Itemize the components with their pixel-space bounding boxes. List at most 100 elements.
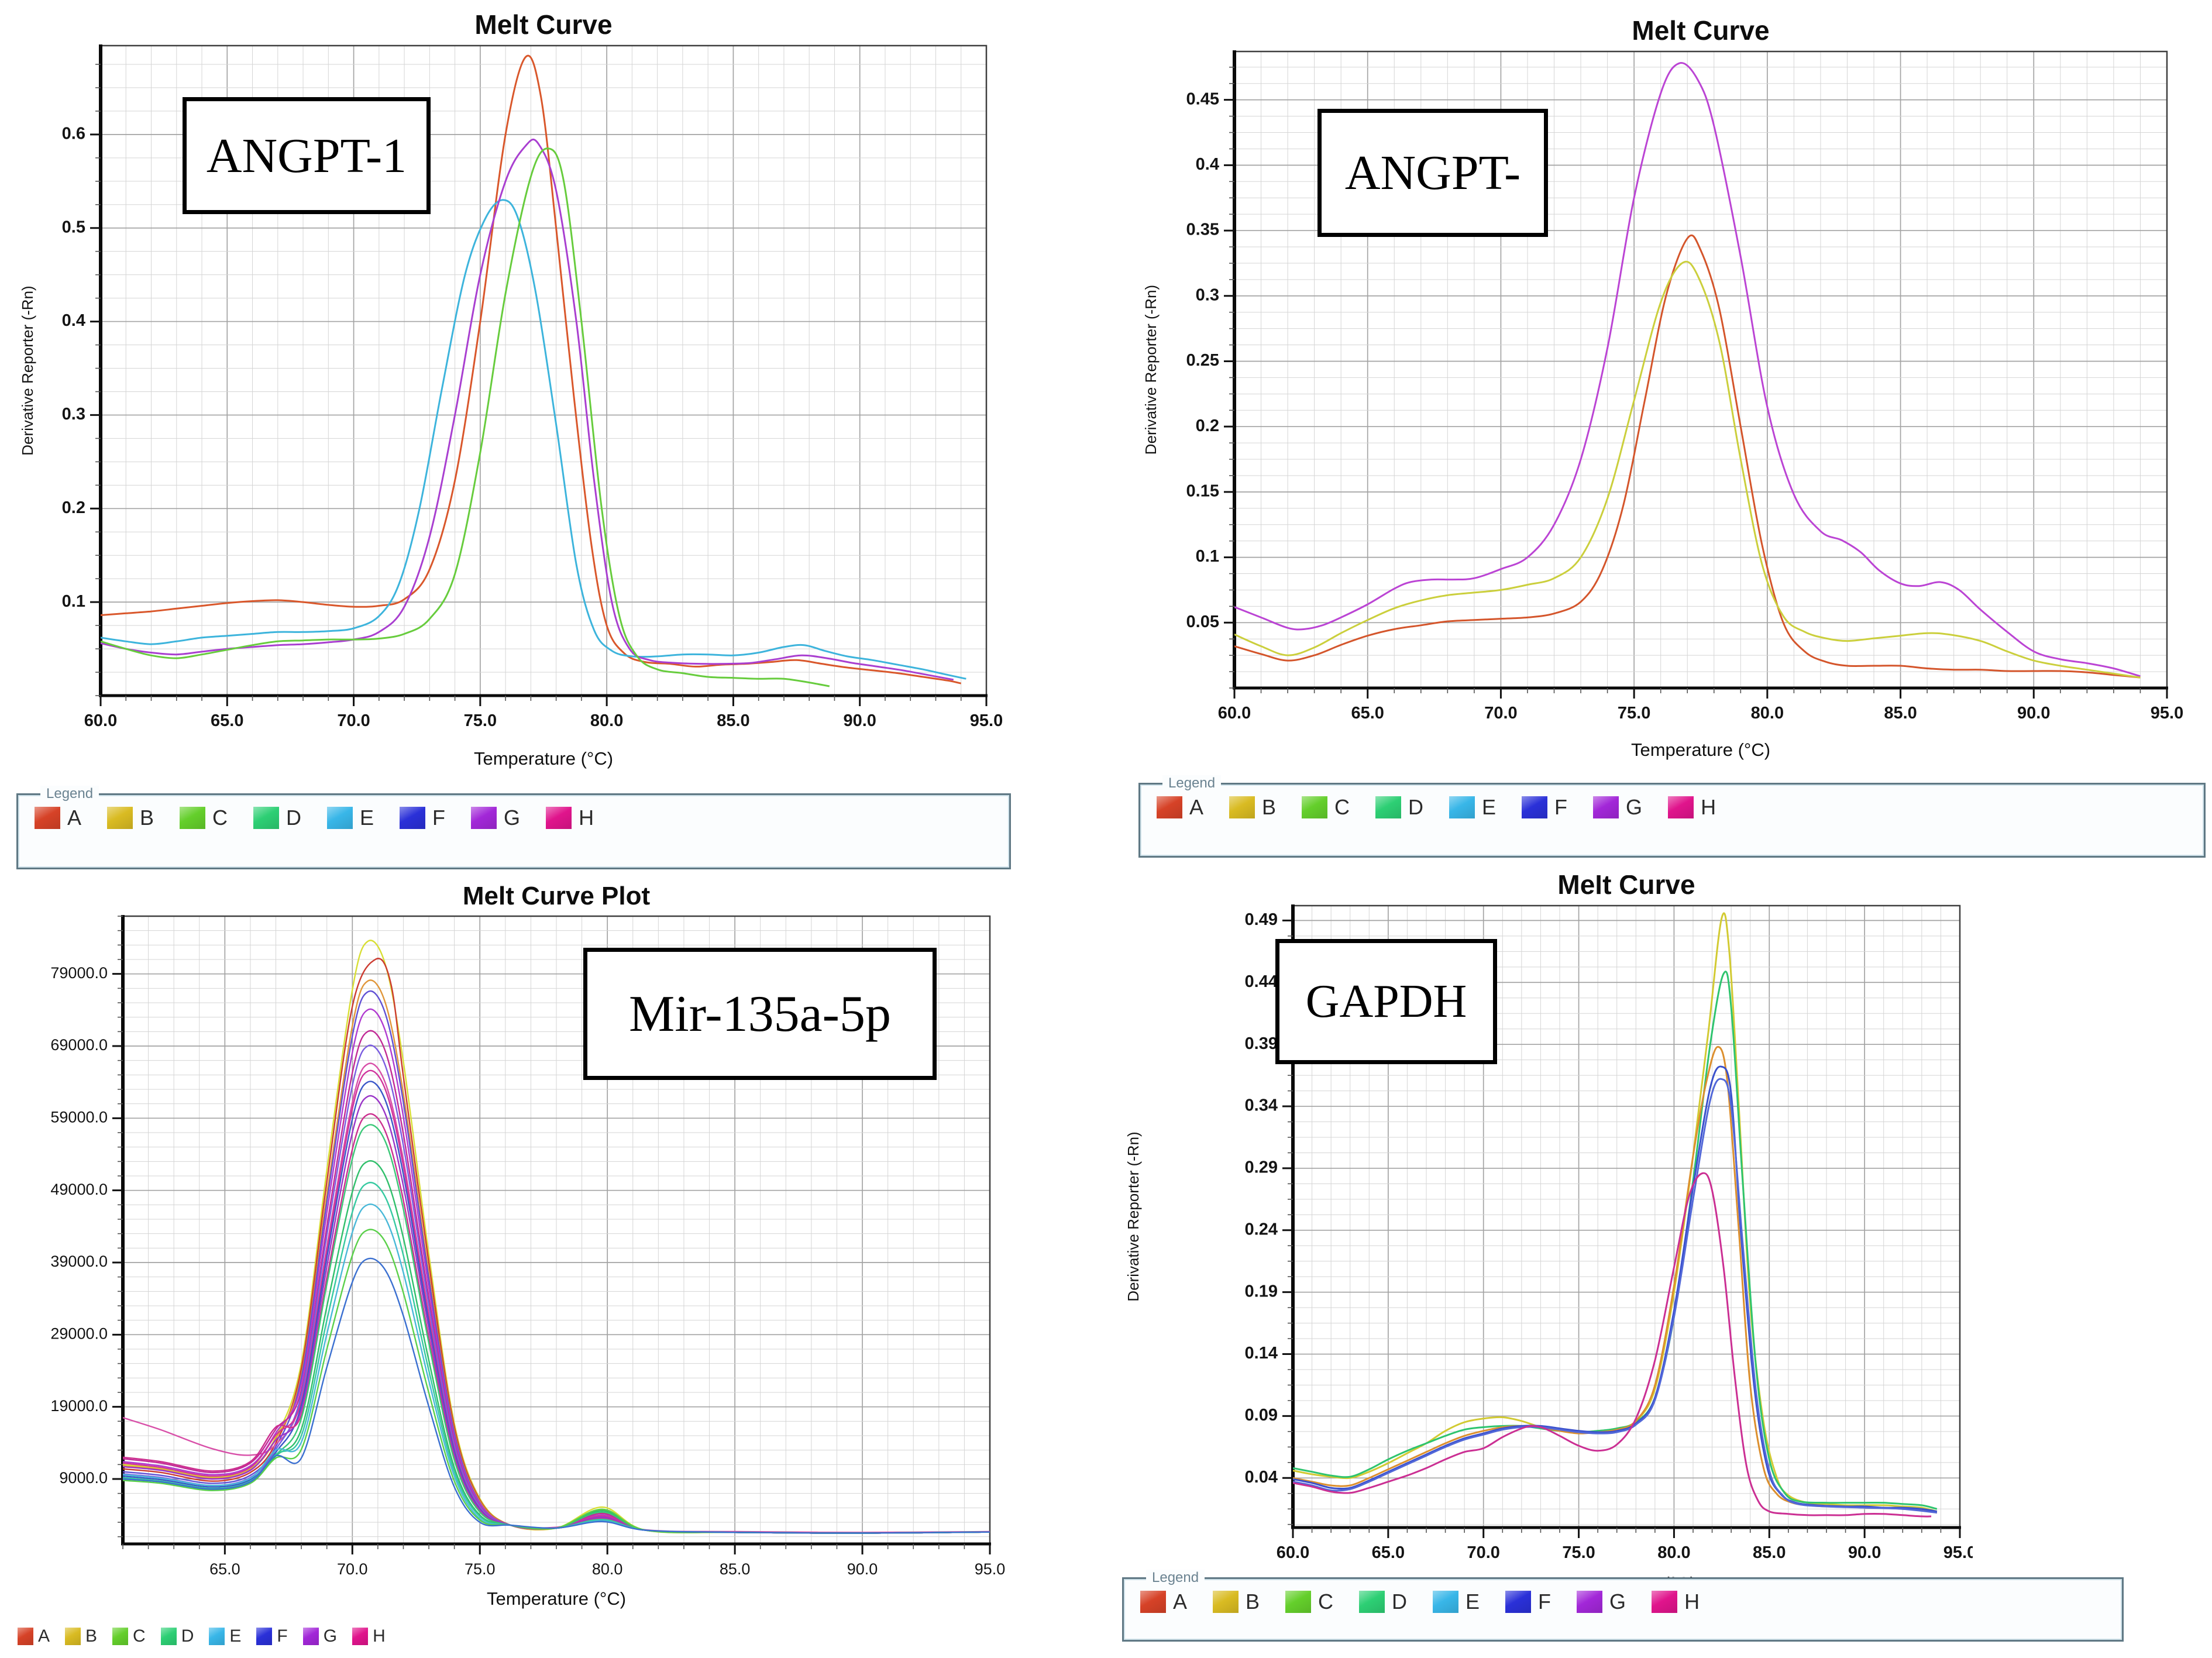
legend-swatch-B — [1213, 1591, 1239, 1613]
legend-label: A — [1173, 1590, 1188, 1614]
legend-item-D: D — [1375, 795, 1423, 820]
legend-item-H: H — [352, 1626, 386, 1646]
svg-text:70.0: 70.0 — [1484, 704, 1517, 723]
legend-label: A — [38, 1626, 50, 1646]
legend-item-B: B — [1229, 795, 1276, 820]
legend: Legend A B C D E F G H — [1122, 1570, 2124, 1642]
svg-text:0.2: 0.2 — [62, 498, 85, 517]
svg-text:75.0: 75.0 — [464, 711, 497, 730]
legend-label: D — [1392, 1590, 1408, 1614]
legend-item-B: B — [107, 806, 154, 830]
legend-label: A — [1189, 795, 1204, 819]
svg-text:65.0: 65.0 — [1351, 704, 1384, 723]
legend-label: G — [1626, 795, 1643, 819]
svg-text:85.0: 85.0 — [717, 711, 749, 730]
legend-item-B: B — [65, 1626, 97, 1646]
panel-angpt1: 60.0 65.0 70.0 75.0 80.0 85.0 90.0 95.0 0.1 0.2 0.… — [13, 9, 1018, 878]
svg-text:49000.0: 49000.0 — [50, 1181, 108, 1198]
svg-text:0.09: 0.09 — [1245, 1406, 1278, 1425]
legend-label: F — [1538, 1590, 1552, 1614]
legend-swatch-G — [471, 807, 497, 829]
legend-label: G — [1609, 1590, 1626, 1614]
svg-text:0.1: 0.1 — [62, 592, 85, 611]
chart-title: Melt Curve Plot — [463, 882, 651, 910]
gene-label-box: ANGPT-1 — [183, 97, 431, 214]
svg-text:0.2: 0.2 — [1196, 417, 1219, 435]
legend-item-E: E — [1433, 1590, 1480, 1614]
legend-swatch-A — [35, 807, 60, 829]
svg-text:80.0: 80.0 — [1657, 1543, 1690, 1562]
legend-swatch-F — [1505, 1591, 1532, 1613]
legend-swatch-C — [1285, 1591, 1312, 1613]
svg-text:80.0: 80.0 — [590, 711, 623, 730]
gene-label: GAPDH — [1305, 975, 1467, 1027]
svg-text:0.29: 0.29 — [1245, 1158, 1278, 1177]
svg-text:0.1: 0.1 — [1196, 547, 1219, 566]
gene-label-box: GAPDH — [1275, 939, 1497, 1064]
legend-item-C: C — [112, 1626, 146, 1646]
svg-text:70.0: 70.0 — [337, 1560, 368, 1578]
svg-text:90.0: 90.0 — [2017, 704, 2050, 723]
svg-text:65.0: 65.0 — [1372, 1543, 1405, 1562]
legend-label: B — [85, 1626, 98, 1646]
svg-text:0.39: 0.39 — [1245, 1034, 1278, 1053]
legend-label: G — [504, 806, 521, 830]
legend-label: D — [181, 1626, 194, 1646]
legend-swatch-D — [160, 1628, 177, 1645]
svg-text:80.0: 80.0 — [1751, 704, 1784, 723]
svg-text:85.0: 85.0 — [1753, 1543, 1786, 1562]
svg-text:19000.0: 19000.0 — [50, 1397, 108, 1415]
y-axis-label: Derivative Reporter (-Rn) — [1142, 285, 1160, 455]
legend-title: Legend — [1146, 1570, 1205, 1586]
y-axis-label: Derivative Reporter (-Rn) — [1124, 1131, 1142, 1301]
melt-curve-chart-mir135a: 65.0 70.0 75.0 80.0 85.0 90.0 95.0 9000.0 19000.… — [50, 882, 1006, 1609]
legend-item-E: E — [327, 806, 374, 830]
svg-text:95.0: 95.0 — [975, 1560, 1006, 1578]
svg-text:0.44: 0.44 — [1245, 972, 1278, 991]
legend-item-G: G — [302, 1626, 337, 1646]
melt-curve-series-H — [1293, 1172, 1932, 1518]
legend-title: Legend — [40, 786, 99, 802]
svg-text:90.0: 90.0 — [843, 711, 876, 730]
svg-text:95.0: 95.0 — [970, 711, 1003, 730]
gene-label-box: ANGPT- — [1317, 109, 1548, 237]
legend-item-F: F — [1505, 1590, 1551, 1614]
legend-item-D: D — [1359, 1590, 1407, 1614]
melt-curve-series-s18 — [123, 1257, 990, 1534]
legend-swatch-C — [112, 1628, 129, 1645]
legend-item-E: E — [1449, 795, 1496, 820]
legend-item-A: A — [1140, 1590, 1187, 1614]
legend-label: C — [133, 1626, 146, 1646]
legend-item-F: F — [256, 1626, 288, 1646]
legend-item-C: C — [1302, 795, 1350, 820]
svg-text:0.6: 0.6 — [62, 125, 85, 143]
series-group — [123, 940, 990, 1534]
legend-swatch-E — [327, 807, 353, 829]
legend-swatch-B — [107, 807, 133, 829]
legend-item-C: C — [1285, 1590, 1333, 1614]
svg-text:0.49: 0.49 — [1245, 910, 1278, 929]
svg-text:75.0: 75.0 — [465, 1560, 496, 1578]
legend-swatch-H — [546, 807, 572, 829]
legend-item-B: B — [1213, 1590, 1260, 1614]
svg-text:60.0: 60.0 — [1218, 704, 1251, 723]
legend-label: D — [286, 806, 302, 830]
legend-item-F: F — [1522, 795, 1567, 820]
svg-text:0.45: 0.45 — [1186, 90, 1219, 108]
series-group — [1234, 62, 2141, 679]
svg-text:65.0: 65.0 — [209, 1560, 240, 1578]
x-axis-label: Temperature (°C) — [1631, 739, 1770, 760]
melt-curve-series-A — [1234, 234, 2141, 679]
legend-label: E — [229, 1626, 242, 1646]
svg-text:0.35: 0.35 — [1186, 221, 1219, 239]
legend-entries: A B C D E F G H — [18, 795, 1009, 830]
legend-item-H: H — [1652, 1590, 1700, 1614]
legend-label: B — [140, 806, 154, 830]
legend: Legend A B C D E F G H — [16, 786, 1011, 869]
svg-text:0.05: 0.05 — [1186, 613, 1219, 631]
legend-swatch-B — [65, 1628, 81, 1645]
svg-text:90.0: 90.0 — [1848, 1543, 1881, 1562]
melt-curve-series-F2 — [1293, 1078, 1938, 1514]
legend-swatch-H — [1652, 1591, 1678, 1613]
